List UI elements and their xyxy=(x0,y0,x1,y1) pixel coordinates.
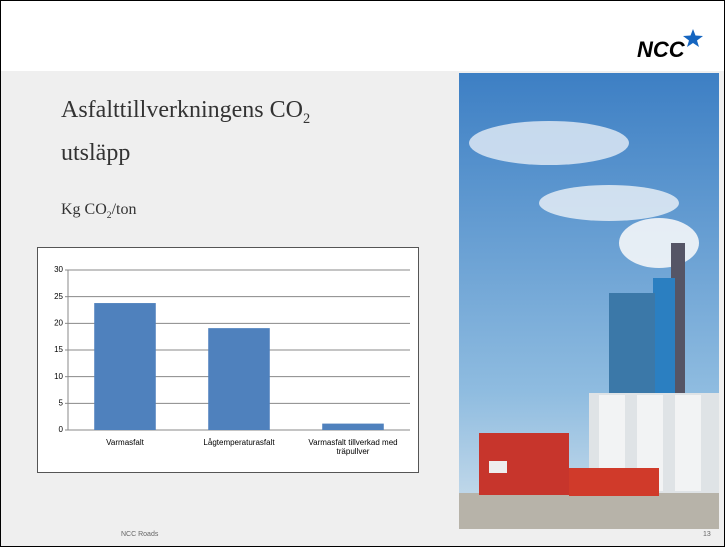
bar xyxy=(208,328,270,430)
title-text: Asfalttillverkningens CO xyxy=(61,97,303,123)
footer: NCC Roads xyxy=(121,531,158,538)
y-tick-label: 25 xyxy=(54,292,63,301)
page-number: 13 xyxy=(703,531,711,538)
x-tick-label: Varmasfalt xyxy=(70,438,180,447)
subtitle: Kg CO2/ton xyxy=(61,201,136,221)
y-tick-label: 30 xyxy=(54,265,63,274)
logo-star xyxy=(683,29,703,47)
slide-title: Asfalttillverkningens CO2 utsläpp xyxy=(61,93,310,170)
y-tick-label: 5 xyxy=(59,398,64,407)
slide: NCC Asfalttillverkningens CO2 utsläpp Kg … xyxy=(0,0,725,547)
logo: NCC xyxy=(637,37,685,63)
subtitle-text: /ton xyxy=(112,201,137,218)
y-tick-label: 0 xyxy=(59,425,64,434)
chart-box: 0 5 10 15 20 25 30 Varmasfalt Lågtemperaturasfa… xyxy=(37,247,419,473)
title-sub: 2 xyxy=(303,111,310,127)
bar xyxy=(322,424,384,430)
photo xyxy=(459,73,719,529)
y-tick-label: 10 xyxy=(54,372,63,381)
bar xyxy=(94,303,156,430)
header-band xyxy=(1,1,724,71)
x-tick-label: Lågtemperaturasfalt xyxy=(184,438,294,447)
subtitle-text: Kg CO xyxy=(61,201,107,218)
title-text: utsläpp xyxy=(61,140,130,166)
y-tick-label: 20 xyxy=(54,318,63,327)
y-tick-label: 15 xyxy=(54,345,63,354)
x-tick-label: Varmasfalt tillverkad med träpullver xyxy=(298,438,408,456)
